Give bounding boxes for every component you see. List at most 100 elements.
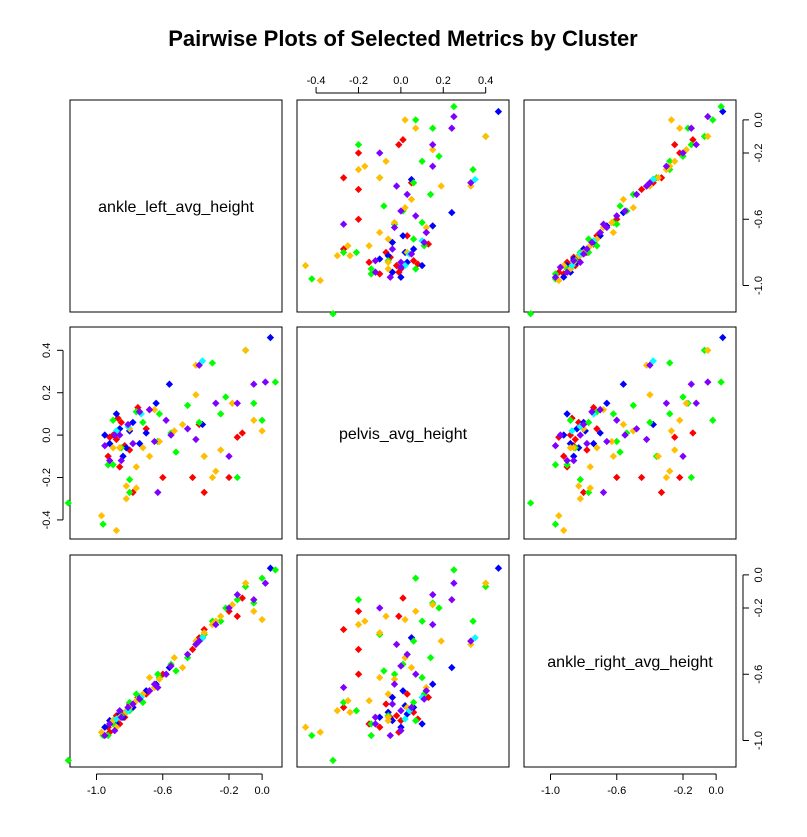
data-point-cluster-4 <box>145 452 154 460</box>
data-point-cluster-4 <box>437 637 445 645</box>
data-point-cluster-6 <box>583 245 591 253</box>
data-point-cluster-6 <box>420 695 428 703</box>
data-point-cluster-1 <box>399 594 407 602</box>
data-point-cluster-4 <box>667 116 676 124</box>
data-point-cluster-2 <box>388 716 397 725</box>
data-point-cluster-3 <box>412 574 420 582</box>
data-point-cluster-4 <box>316 728 324 736</box>
data-point-cluster-6 <box>642 435 651 444</box>
data-point-cluster-4 <box>654 452 662 460</box>
panel-frame <box>523 554 737 768</box>
data-point-cluster-3 <box>426 654 435 662</box>
data-point-cluster-3 <box>450 566 458 574</box>
data-point-cluster-5 <box>649 357 657 365</box>
data-point-cluster-3 <box>380 667 388 675</box>
data-point-cluster-4 <box>316 276 324 285</box>
data-point-cluster-6 <box>603 437 611 446</box>
data-point-cluster-1 <box>395 141 403 149</box>
data-point-cluster-6 <box>167 431 175 439</box>
data-point-cluster-3 <box>250 399 258 407</box>
data-point-cluster-1 <box>339 625 348 634</box>
data-point-cluster-1 <box>403 690 411 698</box>
panel-frame <box>296 326 510 540</box>
data-point-cluster-3 <box>64 756 72 765</box>
data-point-cluster-2 <box>429 680 437 688</box>
tick-label: 0.0 <box>393 75 408 87</box>
data-point-cluster-6 <box>448 596 456 604</box>
data-point-cluster-3 <box>679 393 687 401</box>
data-point-cluster-3 <box>271 378 280 386</box>
data-point-cluster-3 <box>687 473 695 482</box>
data-point-cluster-1 <box>409 257 418 265</box>
data-point-cluster-6 <box>642 182 651 190</box>
data-point-cluster-3 <box>418 157 426 165</box>
data-point-cluster-2 <box>418 261 426 270</box>
data-point-cluster-6 <box>646 361 654 369</box>
data-point-cluster-3 <box>418 673 426 682</box>
data-point-cluster-3 <box>469 617 477 625</box>
data-point-cluster-3 <box>380 202 388 210</box>
data-point-cluster-4 <box>361 162 369 170</box>
data-point-cluster-2 <box>152 399 160 407</box>
data-point-cluster-3 <box>551 461 560 469</box>
data-point-cluster-6 <box>192 435 200 444</box>
data-point-cluster-2 <box>570 452 578 460</box>
data-point-cluster-2 <box>603 399 611 407</box>
x-axis-bottom-ankle_left_avg_height: -1.0 -0.6 -0.2 0.0 <box>87 773 270 797</box>
data-point-cluster-1 <box>399 136 407 144</box>
data-point-cluster-3 <box>526 310 535 318</box>
data-point-cluster-5 <box>471 634 479 642</box>
data-point-cluster-4 <box>170 427 178 435</box>
data-point-cluster-2 <box>376 713 384 721</box>
data-point-cluster-6 <box>588 408 596 416</box>
data-point-cluster-3 <box>217 617 225 625</box>
data-point-cluster-6 <box>588 238 596 247</box>
data-point-cluster-4 <box>170 654 178 662</box>
data-point-cluster-2 <box>566 439 575 448</box>
data-point-cluster-3 <box>576 475 584 484</box>
data-point-cluster-1 <box>365 258 373 266</box>
data-point-cluster-4 <box>376 673 384 682</box>
data-point-cluster-6 <box>388 700 397 708</box>
data-point-cluster-4 <box>384 235 392 243</box>
data-point-cluster-6 <box>386 731 394 740</box>
data-point-cluster-4 <box>382 612 390 620</box>
data-point-cluster-3 <box>616 202 624 210</box>
data-point-cluster-3 <box>613 437 621 446</box>
data-point-cluster-4 <box>586 484 594 492</box>
data-point-cluster-4 <box>250 607 258 615</box>
data-point-cluster-1 <box>339 703 348 712</box>
data-point-cluster-4 <box>412 607 420 615</box>
data-point-cluster-2 <box>384 252 392 260</box>
data-point-cluster-6 <box>261 579 270 587</box>
data-point-cluster-5 <box>471 175 479 184</box>
data-point-cluster-6 <box>407 703 416 712</box>
data-point-cluster-4 <box>344 697 352 705</box>
panel-frame <box>523 99 737 313</box>
data-point-cluster-4 <box>608 218 616 227</box>
panel-frame <box>296 554 510 768</box>
data-point-cluster-6 <box>576 431 584 439</box>
data-point-cluster-4 <box>390 218 399 227</box>
data-point-cluster-3 <box>125 475 134 484</box>
data-point-cluster-3 <box>329 756 337 765</box>
data-point-cluster-3 <box>217 410 225 418</box>
data-point-cluster-6 <box>429 620 437 629</box>
data-point-cluster-3 <box>172 667 180 675</box>
data-point-cluster-4 <box>676 124 684 132</box>
data-point-cluster-1 <box>579 488 588 497</box>
data-point-cluster-3 <box>412 716 420 725</box>
data-point-cluster-6 <box>563 268 571 276</box>
data-point-cluster-1 <box>392 712 401 720</box>
data-point-cluster-1 <box>637 473 646 482</box>
data-point-cluster-4 <box>376 228 384 237</box>
data-point-cluster-6 <box>250 380 258 388</box>
data-point-cluster-3 <box>258 574 266 582</box>
data-point-cluster-3 <box>233 596 241 604</box>
data-point-cluster-4 <box>361 617 369 625</box>
data-point-cluster-2 <box>429 222 437 230</box>
panel-frame <box>69 554 283 768</box>
data-point-cluster-6 <box>429 141 437 149</box>
data-point-cluster-4 <box>586 463 594 471</box>
data-point-cluster-3 <box>139 418 147 427</box>
